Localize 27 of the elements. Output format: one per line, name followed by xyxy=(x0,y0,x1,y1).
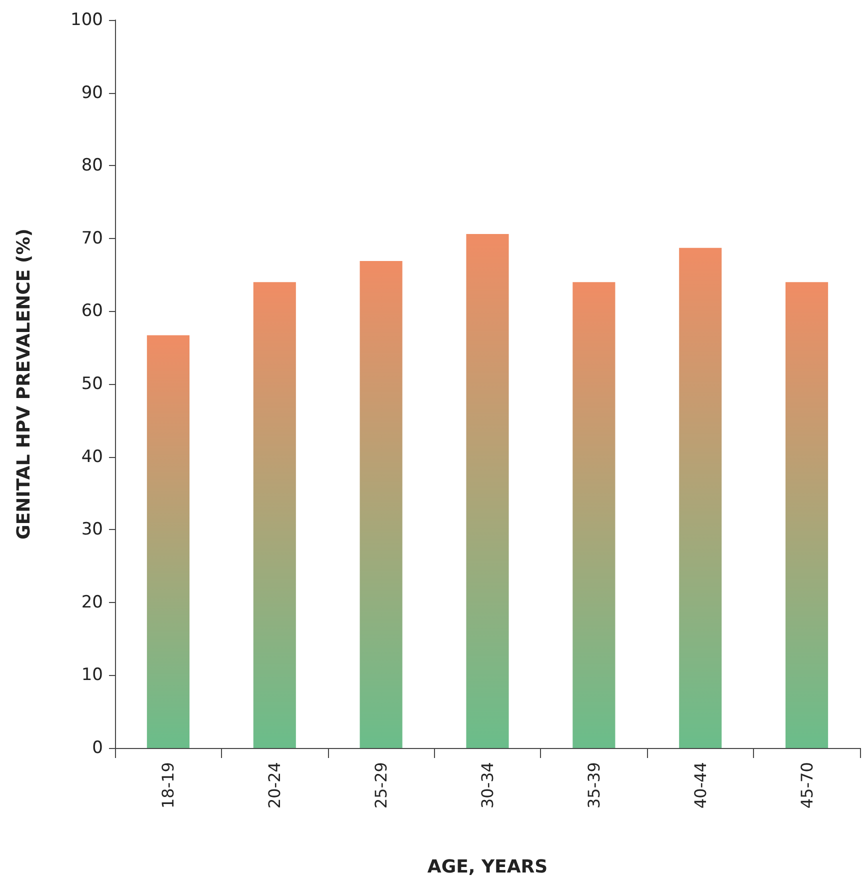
y-tick-label: 50 xyxy=(81,374,103,394)
bar xyxy=(786,282,828,748)
bar xyxy=(360,260,402,748)
x-axis-title: AGE, YEARS xyxy=(427,856,548,878)
bar xyxy=(253,282,296,748)
x-tick-label: 30-34 xyxy=(478,762,497,808)
x-tick-label: 40-44 xyxy=(690,762,710,808)
y-tick-label: 80 xyxy=(81,156,103,176)
y-axis-title: GENITAL HPV PREVALENCE (%) xyxy=(14,228,34,540)
y-tick-label: 40 xyxy=(81,446,103,467)
y-tick-label: 20 xyxy=(81,592,103,612)
y-tick-label: 60 xyxy=(81,301,103,322)
x-tick-label: 18-19 xyxy=(158,762,178,808)
bar xyxy=(466,234,509,748)
bar xyxy=(146,335,190,748)
y-tick-label: 0 xyxy=(92,738,103,758)
y-tick-label: 30 xyxy=(81,520,103,540)
x-tick-label: 25-29 xyxy=(372,762,391,808)
y-tick-label: 90 xyxy=(81,82,103,103)
x-tick-label: 35-39 xyxy=(584,762,604,808)
y-tick-label: 10 xyxy=(81,665,103,686)
y-tick-label: 100 xyxy=(70,10,103,30)
y-tick-label: 70 xyxy=(81,228,103,248)
x-tick-label: 45-70 xyxy=(797,762,816,808)
x-tick-label: 20-24 xyxy=(265,762,284,808)
bar xyxy=(572,282,616,748)
bar xyxy=(679,248,722,748)
